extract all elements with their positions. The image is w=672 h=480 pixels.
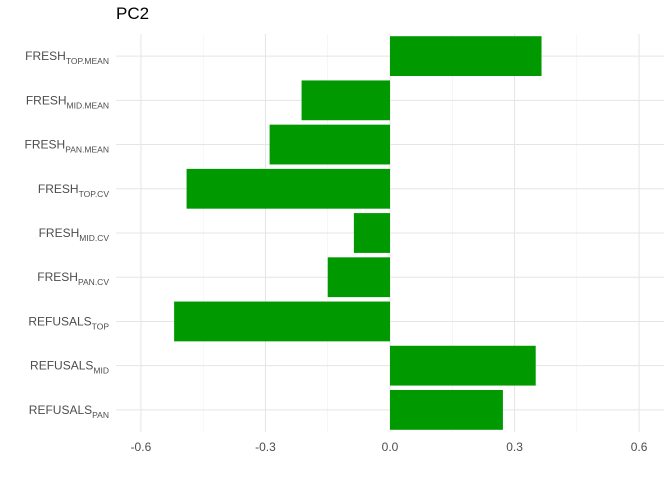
y-tick-label: FRESHMID.MEAN: [26, 93, 109, 110]
y-tick-label: FRESHMID.CV: [39, 226, 110, 243]
bar-refusals-mid: [390, 345, 536, 386]
bar-fresh-top-mean: [390, 36, 542, 77]
x-tick-label: 0.0: [382, 440, 399, 454]
y-tick-label: FRESHPAN.CV: [37, 270, 109, 287]
bar-fresh-pan-mean: [269, 124, 390, 165]
bar-fresh-mid-mean: [301, 80, 390, 121]
bar-fresh-mid-cv: [353, 213, 390, 253]
y-tick-label: REFUSALSTOP: [28, 314, 109, 331]
bar-refusals-top: [174, 301, 390, 342]
y-tick-label: FRESHPAN.MEAN: [25, 138, 109, 155]
x-tick-label: 0.6: [631, 440, 648, 454]
bar-refusals-pan: [390, 389, 503, 430]
x-tick-label: -0.3: [255, 440, 276, 454]
bar-fresh-top-cv: [186, 168, 390, 209]
y-tick-label: REFUSALSPAN: [29, 403, 109, 420]
y-tick-label: REFUSALSMID: [30, 359, 109, 376]
y-tick-label: FRESHTOP.MEAN: [25, 49, 109, 66]
y-tick-label: FRESHTOP.CV: [38, 182, 109, 199]
x-tick-label: -0.6: [131, 440, 152, 454]
bar-fresh-pan-cv: [327, 257, 390, 298]
chart-title: PC2: [116, 4, 150, 23]
x-tick-label: 0.3: [506, 440, 523, 454]
